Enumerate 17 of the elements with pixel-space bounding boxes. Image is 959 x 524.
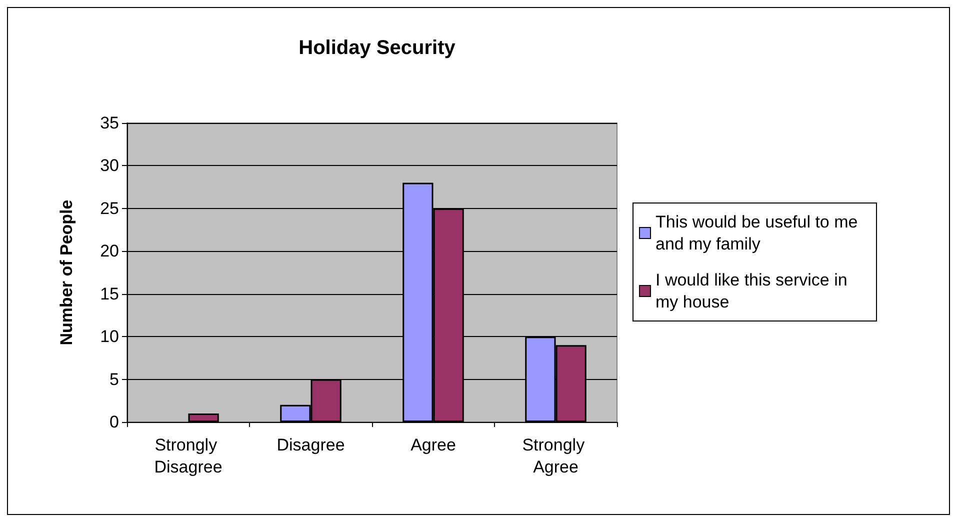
y-tick-label: 10: [100, 327, 119, 346]
y-tick-label: 15: [100, 284, 119, 304]
x-tick-label: Strongly Agree: [522, 436, 590, 476]
y-tick-label: 0: [110, 412, 119, 432]
y-tick-label: 35: [100, 114, 119, 132]
y-tick-label: 25: [100, 198, 119, 218]
chart-title: Holiday Security: [298, 37, 456, 59]
x-tick-label: Strongly Disagree: [154, 436, 222, 476]
y-tick-label: 5: [110, 370, 119, 389]
x-tick-label: Disagree: [276, 436, 345, 454]
y-axis-title: Number of People: [57, 200, 76, 346]
x-tick-label: Agree: [410, 436, 456, 454]
legend-label: This would be useful to me and my family: [656, 212, 862, 254]
legend-label: I would like this service in my house: [656, 270, 852, 312]
bar: [188, 413, 219, 422]
y-tick-label: 30: [100, 156, 119, 176]
y-tick-label: 20: [100, 242, 119, 261]
